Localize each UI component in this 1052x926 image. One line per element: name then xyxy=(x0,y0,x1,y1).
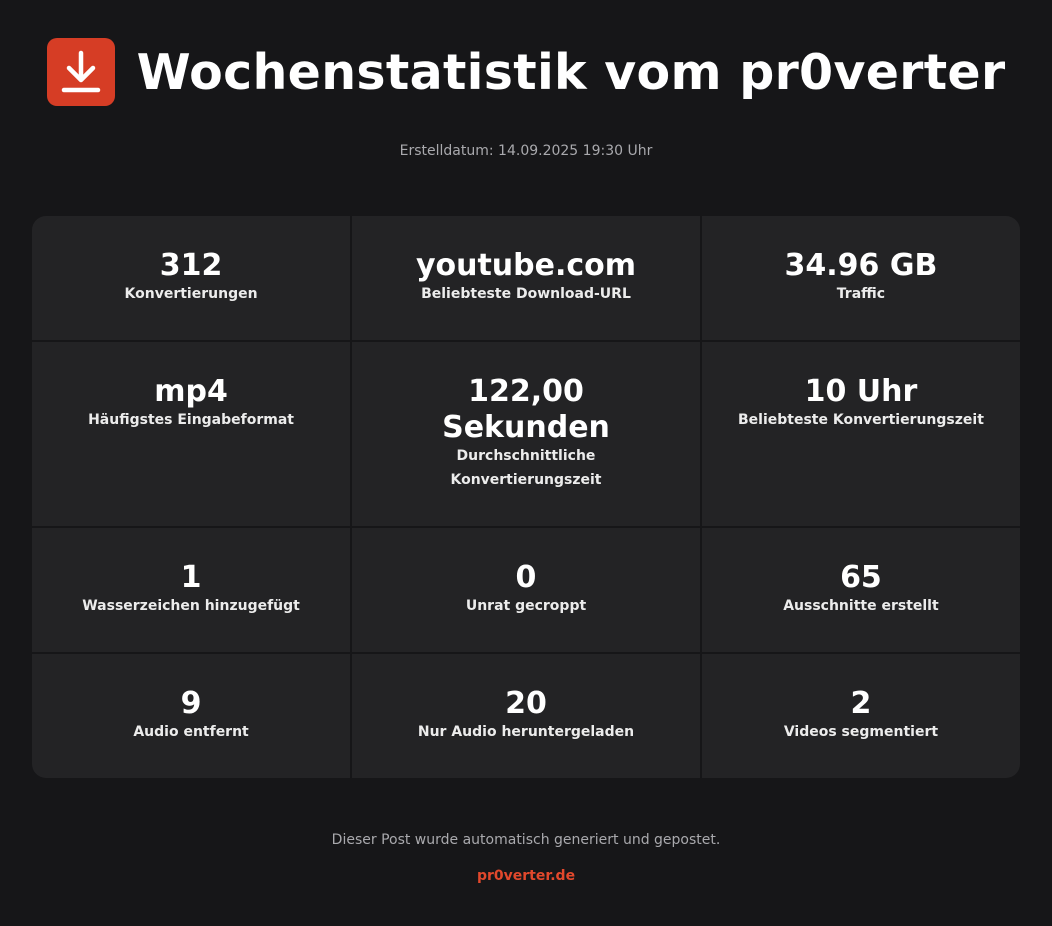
download-icon xyxy=(46,38,115,106)
stat-card: 20 Nur Audio heruntergeladen xyxy=(352,654,700,778)
stat-label: Beliebteste Konvertierungszeit xyxy=(738,412,984,428)
stat-label: Traffic xyxy=(836,286,886,302)
stat-label: Nur Audio heruntergeladen xyxy=(417,724,635,740)
stat-value: 122,00 Sekunden xyxy=(442,374,610,445)
stat-card: 1 Wasserzeichen hinzugefügt xyxy=(32,528,351,652)
stat-value: 34.96 GB xyxy=(784,248,938,283)
stat-card: mp4 Häufigstes Eingabeformat xyxy=(32,342,351,526)
stat-value: 9 xyxy=(180,686,202,721)
stat-card: 34.96 GB Traffic xyxy=(701,216,1020,340)
stat-value: 10 Uhr xyxy=(804,374,918,409)
stat-label: Wasserzeichen hinzugefügt xyxy=(82,598,300,614)
stat-label: Häufigstes Eingabeformat xyxy=(88,412,294,428)
creation-date: Erstelldatum: 14.09.2025 19:30 Uhr xyxy=(399,143,653,159)
stat-label: Audio entfernt xyxy=(133,724,249,740)
stat-label: Videos segmentiert xyxy=(783,724,939,740)
stat-value: 65 xyxy=(840,560,882,595)
stat-card: 10 Uhr Beliebteste Konvertierungszeit xyxy=(701,342,1020,526)
stat-card: 9 Audio entfernt xyxy=(32,654,351,778)
stat-card: 312 Konvertierungen xyxy=(32,216,351,340)
stat-card: 122,00 Sekunden Durchschnittliche Konvert… xyxy=(352,342,700,526)
stat-card: 65 Ausschnitte erstellt xyxy=(701,528,1020,652)
stat-card: 2 Videos segmentiert xyxy=(701,654,1020,778)
stat-label: Unrat gecroppt xyxy=(465,598,587,614)
page-title: Wochenstatistik vom pr0verter xyxy=(136,43,1006,101)
stat-value: 0 xyxy=(515,560,537,595)
stat-value: 1 xyxy=(180,560,202,595)
stat-card: youtube.com Beliebteste Download-URL xyxy=(352,216,700,340)
stat-label: Ausschnitte erstellt xyxy=(783,598,939,614)
footer-note: Dieser Post wurde automatisch generiert … xyxy=(331,832,721,848)
stat-value: 312 xyxy=(159,248,223,283)
stat-label: Beliebteste Download-URL xyxy=(421,286,631,302)
site-link[interactable]: pr0verter.de xyxy=(476,868,576,884)
stat-value: 20 xyxy=(505,686,547,721)
stat-value: youtube.com xyxy=(415,248,637,283)
stat-label: Durchschnittliche Konvertierungszeit xyxy=(450,448,602,488)
header: Wochenstatistik vom pr0verter xyxy=(0,38,1052,106)
stats-grid: 312 Konvertierungen youtube.com Beliebtest… xyxy=(32,216,1020,778)
stat-value: mp4 xyxy=(154,374,228,409)
stat-value: 2 xyxy=(850,686,872,721)
stat-card: 0 Unrat gecroppt xyxy=(352,528,700,652)
stat-label: Konvertierungen xyxy=(124,286,258,302)
